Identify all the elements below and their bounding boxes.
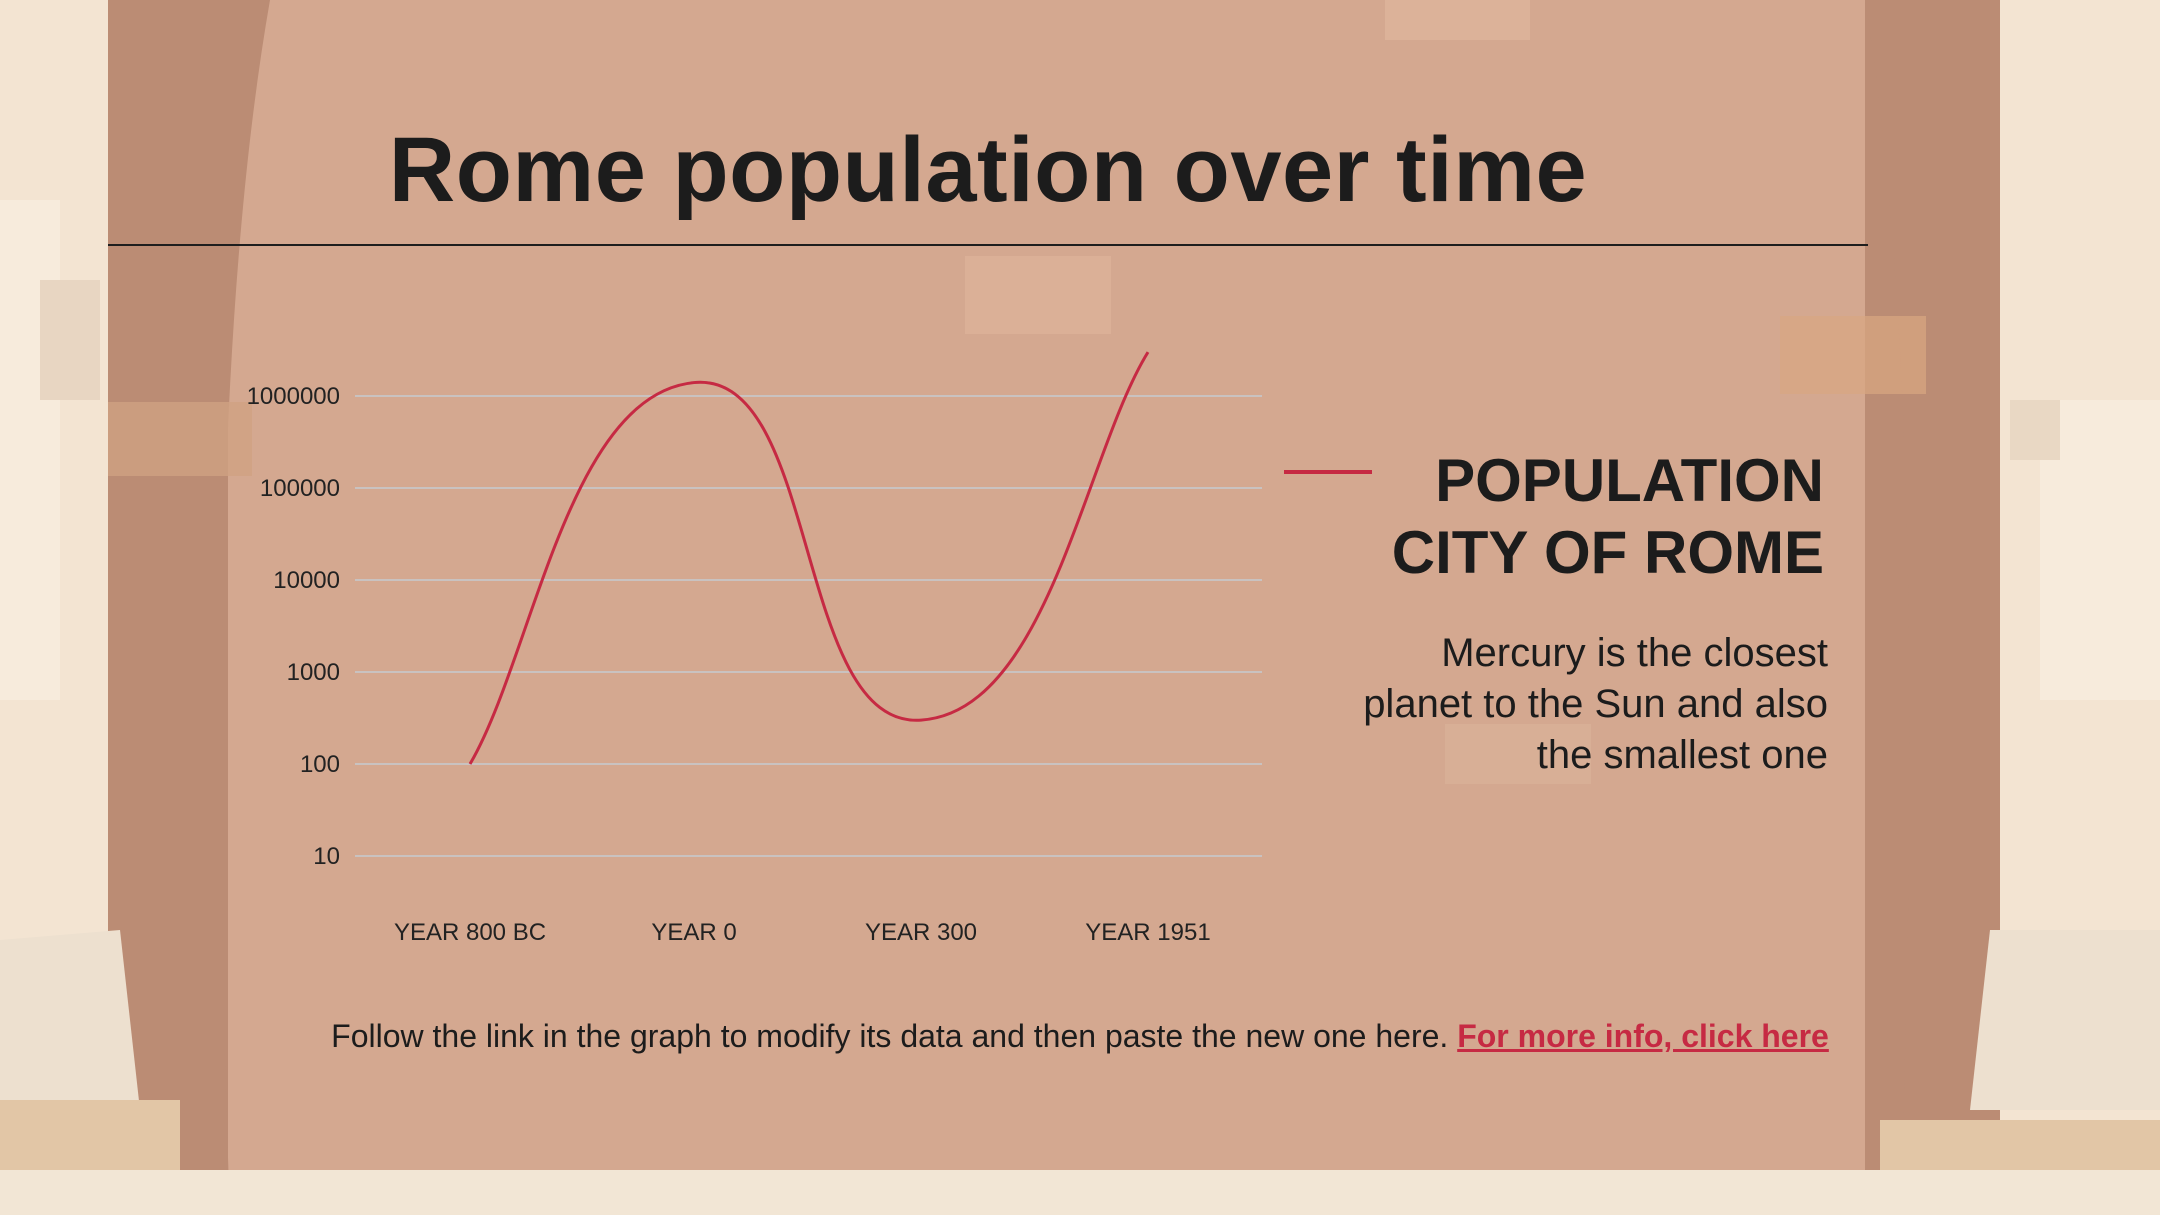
x-tick-label: YEAR 0 — [651, 919, 736, 946]
x-tick-label: YEAR 300 — [865, 919, 977, 946]
description-line-3: the smallest one — [1536, 733, 1828, 777]
y-tick-label: 100 — [300, 751, 340, 778]
legend-swatch — [1284, 470, 1372, 474]
description-text: Mercury is the closest planet to the Sun… — [1268, 628, 1828, 781]
chart-grid — [355, 395, 1262, 857]
legend-label: POPULATION CITY OF ROME — [1224, 445, 1824, 589]
y-tick-label: 1000000 — [247, 383, 340, 410]
legend-line-1: POPULATION — [1435, 447, 1824, 514]
description-line-2: planet to the Sun and also — [1363, 682, 1828, 726]
legend-line-2: CITY OF ROME — [1391, 519, 1824, 586]
title-divider — [108, 244, 1868, 246]
y-tick-label: 100000 — [260, 475, 340, 502]
x-tick-label: YEAR 1951 — [1085, 919, 1210, 946]
x-axis-ticks: YEAR 800 BC YEAR 0 YEAR 300 YEAR 1951 — [394, 919, 1211, 946]
y-tick-label: 1000 — [287, 659, 340, 686]
page-title: Rome population over time — [388, 119, 1588, 221]
population-series-line — [468, 351, 1150, 765]
more-info-link[interactable]: For more info, click here — [1457, 1018, 1829, 1054]
footer-text: Follow the link in the graph to modify i… — [331, 1018, 1449, 1054]
y-tick-label: 10000 — [273, 567, 340, 594]
footer-note: Follow the link in the graph to modify i… — [0, 1018, 2160, 1055]
description-line-1: Mercury is the closest — [1441, 631, 1828, 675]
x-tick-label: YEAR 800 BC — [394, 919, 546, 946]
y-tick-label: 10 — [313, 843, 340, 870]
y-axis-ticks: 10 100 1000 10000 100000 1000000 — [247, 383, 340, 870]
